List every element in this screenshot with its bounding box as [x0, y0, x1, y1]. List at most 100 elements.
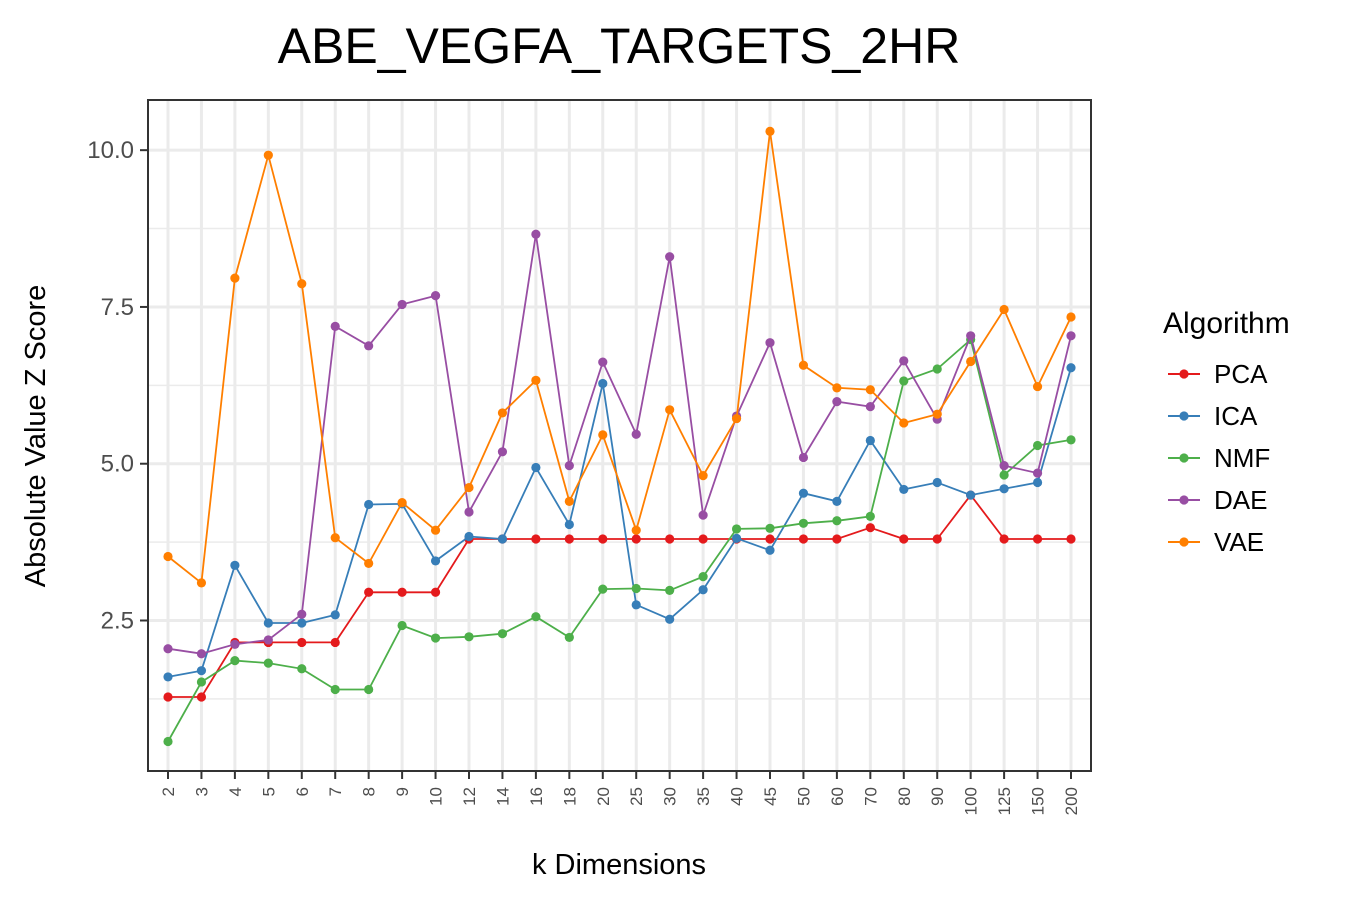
data-point-ica [899, 484, 909, 495]
legend-key-point [1179, 369, 1189, 379]
data-point-dae [564, 461, 574, 471]
data-point-nmf [430, 633, 441, 643]
series-line-ica [167, 367, 1072, 678]
data-point-dae [966, 331, 976, 341]
data-point-nmf [731, 524, 742, 534]
x-tick-label: 9 [393, 787, 412, 796]
data-point-ica [464, 531, 474, 542]
data-point-ica [163, 672, 173, 682]
x-tick-label: 60 [828, 787, 847, 806]
data-point-vae [999, 304, 1009, 315]
x-tick-label: 12 [460, 787, 479, 806]
data-point-nmf [765, 523, 775, 533]
legend-label: ICA [1214, 401, 1258, 431]
legend-key-point [1179, 495, 1189, 505]
legend-item-dae: DAE [1168, 485, 1267, 515]
data-point-vae [665, 405, 675, 415]
data-point-ica [230, 560, 240, 570]
data-point-dae [698, 510, 708, 520]
data-point-dae [598, 357, 608, 367]
x-tick-label: 20 [594, 787, 613, 806]
data-point-pca [163, 692, 173, 702]
data-point-nmf [330, 684, 340, 695]
data-point-pca [865, 523, 875, 533]
data-point-ica [330, 610, 340, 620]
data-point-ica [966, 490, 976, 500]
data-point-vae [1032, 381, 1043, 392]
x-tick-label: 8 [360, 787, 379, 796]
data-point-nmf [631, 583, 641, 594]
data-point-dae [1032, 468, 1043, 478]
series-line-pca [168, 493, 1071, 698]
x-tick-label: 35 [694, 787, 713, 806]
series-line-vae [167, 131, 1072, 585]
data-point-vae [564, 496, 574, 506]
y-tick-label: 5.0 [101, 451, 134, 478]
data-point-nmf [865, 511, 875, 521]
data-point-vae [932, 409, 942, 419]
data-point-vae [631, 525, 641, 535]
data-point-dae [297, 609, 307, 619]
x-tick-label: 40 [728, 787, 747, 806]
data-point-dae [798, 452, 809, 463]
series-dae [163, 229, 1076, 659]
legend-label: PCA [1214, 359, 1268, 389]
x-axis-title: k Dimensions [532, 849, 706, 881]
data-point-ica [1066, 363, 1076, 373]
data-point-nmf [497, 629, 508, 639]
data-point-nmf [397, 620, 407, 631]
data-point-vae [598, 430, 608, 440]
data-point-dae [497, 447, 508, 457]
data-point-dae [196, 649, 207, 659]
data-point-nmf [464, 632, 474, 642]
data-point-nmf [832, 516, 842, 526]
data-point-vae [798, 360, 809, 370]
data-point-ica [999, 484, 1009, 494]
y-tick-label: 2.5 [101, 607, 134, 634]
data-point-nmf [297, 664, 307, 674]
data-point-pca [698, 534, 708, 544]
x-tick-label: 14 [493, 787, 512, 806]
data-point-dae [263, 635, 273, 645]
legend-item-ica: ICA [1168, 401, 1258, 431]
series-line-nmf [167, 337, 1072, 742]
data-point-ica [364, 499, 374, 510]
x-tick-label: 3 [192, 787, 211, 796]
chart-title: ABE_VEGFA_TARGETS_2HR [278, 18, 961, 74]
data-point-dae [1066, 331, 1076, 341]
x-tick-label: 30 [661, 787, 680, 806]
data-point-ica [531, 462, 541, 473]
data-point-ica [564, 519, 574, 530]
data-point-pca [364, 587, 374, 597]
data-point-pca [397, 587, 407, 597]
data-point-nmf [999, 470, 1009, 480]
data-point-dae [865, 402, 875, 412]
x-tick-label: 2 [159, 787, 178, 796]
x-tick-label: 25 [627, 787, 646, 806]
series-ica [163, 363, 1076, 682]
data-point-dae [397, 299, 407, 310]
data-point-nmf [230, 656, 240, 666]
data-point-nmf [263, 658, 273, 668]
data-point-nmf [364, 684, 374, 695]
data-point-dae [665, 252, 675, 262]
data-point-vae [731, 413, 742, 424]
series-nmf [163, 334, 1076, 747]
data-point-dae [631, 429, 641, 439]
legend-item-nmf: NMF [1168, 443, 1270, 473]
data-point-ica [665, 614, 675, 624]
data-point-nmf [932, 364, 942, 374]
data-point-ica [430, 556, 441, 566]
series-vae [163, 126, 1076, 588]
x-tick-label: 90 [928, 787, 947, 806]
legend: Algorithm PCA ICA NMF DAE VAE [1163, 307, 1290, 557]
legend-key-point [1179, 537, 1189, 547]
data-point-pca [297, 637, 307, 648]
legend-title: Algorithm [1163, 307, 1290, 340]
data-point-dae [230, 639, 240, 649]
data-point-vae [263, 150, 273, 160]
data-point-dae [531, 229, 541, 239]
y-tick-label: 7.5 [101, 294, 134, 321]
data-point-ica [798, 488, 809, 498]
x-tick-label: 125 [995, 787, 1014, 815]
